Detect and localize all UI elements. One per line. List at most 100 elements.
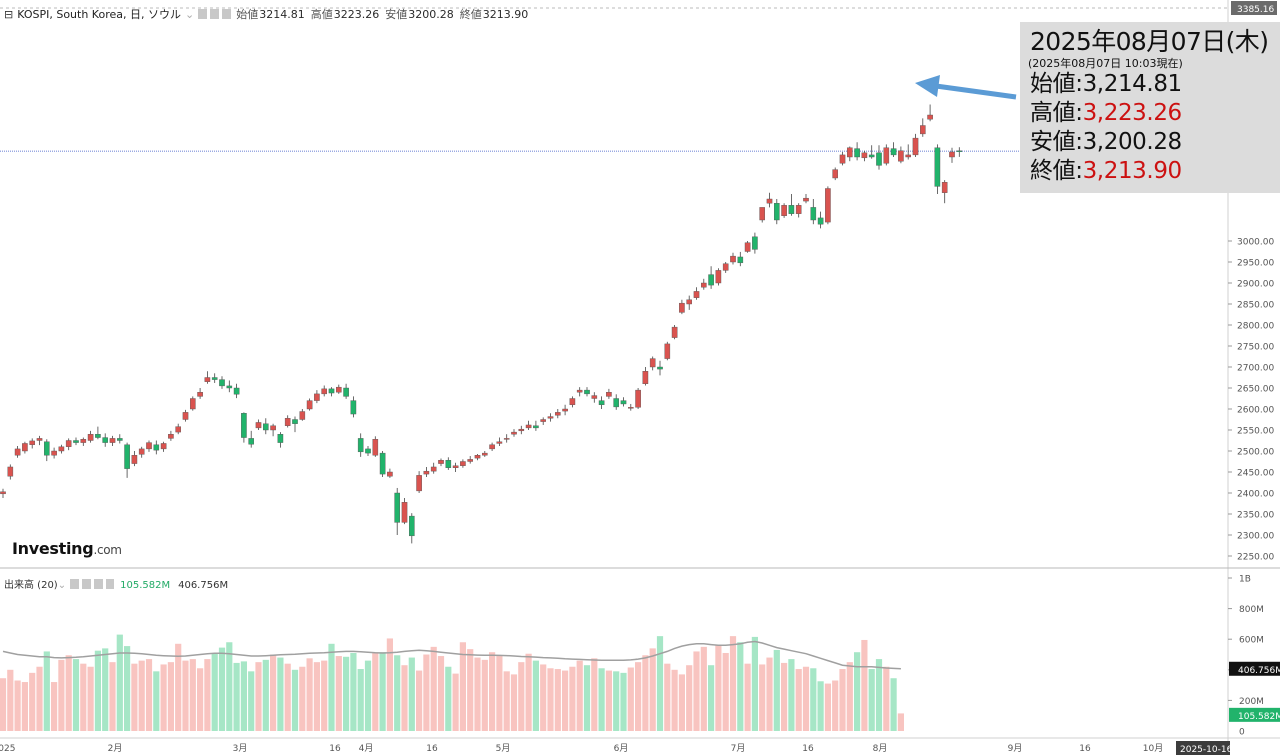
high-label: 高値 (310, 8, 333, 21)
info-row-close: 終値:3,213.90 (1030, 157, 1280, 186)
info-low-value: 3,200.28 (1082, 129, 1183, 155)
candle-body (613, 398, 619, 408)
candle-body (189, 398, 196, 410)
high-value: 3223.26 (333, 8, 380, 21)
info-close-value: 3,213.90 (1082, 158, 1183, 184)
info-row-open: 始値:3,214.81 (1030, 70, 1280, 99)
volume-bar (751, 636, 758, 731)
volume-bar (182, 660, 189, 731)
candle-body (722, 263, 729, 271)
candle-body (927, 114, 933, 120)
volume-bar (547, 668, 554, 731)
volume-bar (605, 670, 612, 731)
volume-bar (189, 659, 196, 731)
candle-body (197, 392, 203, 397)
volume-bar (890, 678, 897, 731)
volume-bar (394, 655, 401, 731)
candle-body (620, 400, 627, 405)
candle-body (795, 205, 802, 214)
chevron-down-icon[interactable]: ⌄ (57, 580, 67, 591)
volume-bar (737, 642, 744, 731)
candle-body (482, 452, 488, 456)
low-value: 3200.28 (408, 8, 454, 21)
volume-bar (36, 666, 43, 731)
candle-body (474, 455, 481, 459)
volume-buttons-icon[interactable] (70, 579, 115, 589)
candle-body (131, 455, 138, 464)
candle-body (664, 343, 671, 359)
volume-bar (729, 636, 737, 731)
candle-body (905, 154, 911, 158)
collapse-icon[interactable]: ⊟ (4, 8, 14, 21)
chevron-down-icon[interactable]: ⌄ (184, 8, 195, 21)
candle-body (774, 202, 780, 221)
volume-bar (861, 639, 868, 731)
date-badge (1176, 741, 1230, 755)
arrow-head-icon (915, 75, 940, 97)
candle-body (759, 207, 765, 221)
volume-bar (897, 713, 904, 731)
volume-bar (408, 657, 415, 731)
candle-body (211, 377, 218, 380)
candle-body (438, 460, 444, 464)
volume-header: 出来高 (20)⌄ 105.582M 406.756M (4, 576, 228, 591)
candle-body (314, 393, 320, 401)
candle-body (883, 147, 890, 164)
candle-body (14, 448, 21, 456)
time-tick-label: 10月 (1143, 743, 1163, 754)
volume-bar (489, 652, 496, 731)
volume-bar (240, 661, 247, 731)
volume-bar (270, 654, 277, 731)
volume-bar (262, 659, 269, 731)
volume-bar (248, 671, 255, 731)
info-sep: : (1075, 129, 1083, 155)
candle-body (679, 302, 685, 313)
volume-bar (627, 667, 634, 731)
candle-body (0, 491, 6, 495)
candle-body (51, 450, 57, 456)
volume-bar (854, 652, 861, 731)
volume-bar (65, 655, 72, 731)
candle-body (409, 515, 415, 537)
volume-bar (445, 666, 452, 731)
candle-body (109, 438, 116, 443)
candle-body (73, 440, 79, 443)
volume-bar (678, 674, 685, 731)
top-price-badge (1231, 1, 1277, 15)
candle-body (708, 274, 714, 286)
volume-bar (321, 660, 328, 731)
volume-bar (43, 651, 50, 731)
candle-body (168, 434, 174, 439)
candle-body (788, 205, 795, 214)
candle-body (44, 441, 50, 456)
candle-body (95, 434, 101, 438)
volume-bar (94, 650, 101, 731)
volume-bar (299, 666, 306, 731)
candle-body (365, 448, 371, 454)
candle-body (87, 434, 94, 441)
volume-bar (204, 659, 211, 731)
price-tick-label: 2700.00 (1237, 364, 1274, 374)
chart-header: ⊟ KOSPI, South Korea, 日, ソウル ⌄ 始値3214.81 高値3… (4, 6, 534, 22)
candle-body (387, 471, 393, 477)
candle-body (649, 358, 656, 368)
legend-buttons-icon[interactable] (198, 9, 233, 19)
candle-body (920, 125, 926, 135)
volume-bar (21, 682, 28, 731)
info-sep: : (1075, 100, 1083, 126)
symbol-label[interactable]: KOSPI, South Korea, 日, ソウル (17, 8, 181, 21)
candle-body (263, 423, 269, 431)
candle-body (628, 407, 634, 409)
candle-body (379, 452, 386, 475)
candle-body (876, 152, 882, 166)
volume-bar (715, 645, 722, 731)
volume-bar (343, 656, 350, 731)
price-tick-label: 3000.00 (1237, 238, 1274, 248)
candle-body (635, 389, 641, 408)
volume-label[interactable]: 出来高 (20) (4, 580, 58, 591)
close-value: 3213.90 (482, 8, 529, 21)
volume-bar (175, 643, 182, 731)
volume-bar (124, 646, 131, 731)
volume-bar (613, 671, 620, 731)
